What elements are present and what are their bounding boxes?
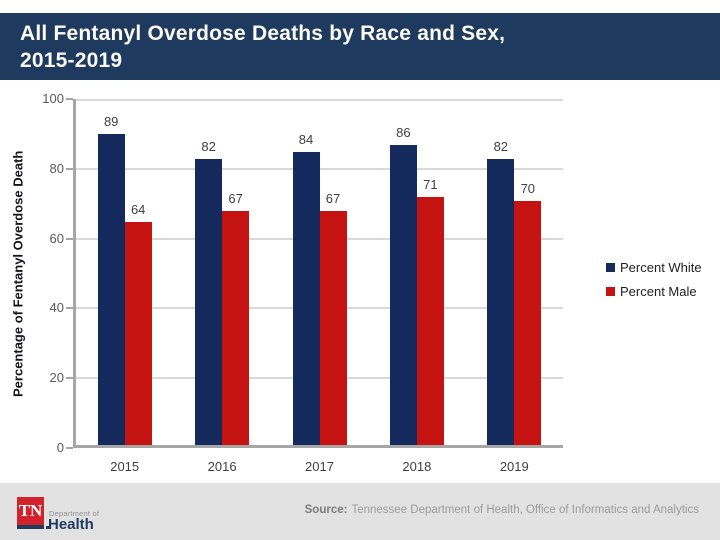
tn-logo-abbr: TN xyxy=(18,501,43,520)
bar-percent-white-2015 xyxy=(97,134,125,445)
x-axis-label-2018: 2018 xyxy=(402,459,432,474)
y-axis-tick-100 xyxy=(66,98,73,100)
bar-percent-white-2017 xyxy=(292,151,320,445)
x-axis-label-2015: 2015 xyxy=(110,459,140,474)
y-axis-tick-label-0: 0 xyxy=(56,440,64,455)
y-axis-title: Percentage of Fentanyl Overdose Death xyxy=(10,150,26,397)
y-axis-tick-label-20: 20 xyxy=(49,370,64,386)
legend-item-percent-white: Percent White xyxy=(606,260,702,275)
bar-percent-white-2019 xyxy=(487,158,515,445)
y-axis-tick-0 xyxy=(66,447,73,449)
tn-logo-dot xyxy=(46,526,49,529)
y-axis-tick-label-40: 40 xyxy=(49,300,64,316)
y-axis-tick-40 xyxy=(66,307,73,310)
y-axis-tick-label-80: 80 xyxy=(49,160,64,176)
x-axis-label-2016: 2016 xyxy=(207,459,237,474)
logo-department-of-text: Department of xyxy=(49,509,100,518)
bar-value-label: 67 xyxy=(325,191,341,207)
legend: Percent White Percent Male xyxy=(606,260,702,299)
bar-percent-white-2018 xyxy=(389,144,417,445)
y-axis-tick-80 xyxy=(66,167,73,170)
bar-value-label: 82 xyxy=(493,138,509,154)
bar-value-label: 71 xyxy=(423,177,438,193)
bar-value-label: 86 xyxy=(396,124,411,140)
source-text: Source: Tennessee Department of Health, O… xyxy=(305,504,699,516)
bar-percent-male-2016 xyxy=(222,211,250,445)
bar-percent-male-2015 xyxy=(124,221,152,445)
legend-swatch-percent-white xyxy=(606,263,615,272)
legend-item-percent-male: Percent Male xyxy=(606,284,702,299)
source-body: Tennessee Department of Health, Office o… xyxy=(351,504,699,516)
legend-label-percent-male: Percent Male xyxy=(620,284,697,299)
bar-value-label: 67 xyxy=(228,191,243,207)
title-bar: All Fentanyl Overdose Deaths by Race and… xyxy=(0,13,720,80)
chart-area: Percentage of Fentanyl Overdose Death 89… xyxy=(0,80,720,483)
bar-value-label: 82 xyxy=(201,138,216,154)
slide-title-line2: 2015-2019 xyxy=(20,48,123,72)
bar-percent-male-2019 xyxy=(514,200,542,445)
bar-percent-male-2018 xyxy=(416,197,444,445)
source-label: Source: xyxy=(304,504,348,516)
y-axis-tick-20 xyxy=(66,377,73,380)
logo-health-text: Health xyxy=(48,516,94,533)
bar-percent-male-2017 xyxy=(319,211,347,445)
gridline-80 xyxy=(76,167,563,170)
slide-title-line1: All Fentanyl Overdose Deaths by Race and… xyxy=(20,21,506,45)
legend-swatch-percent-male xyxy=(606,287,615,296)
bar-value-label: 70 xyxy=(520,180,536,196)
bar-value-label: 64 xyxy=(130,201,146,217)
bar-percent-white-2016 xyxy=(195,158,223,445)
legend-label-percent-white: Percent White xyxy=(620,260,702,275)
tn-logo-underline xyxy=(17,525,44,529)
gridline-100 xyxy=(76,99,563,101)
y-axis-tick-label-100: 100 xyxy=(42,91,64,106)
bar-value-label: 84 xyxy=(298,131,314,147)
x-axis-label-2019: 2019 xyxy=(499,459,529,474)
plot-area: 89 64 82 67 84 67 86 71 82 70 xyxy=(73,99,563,448)
footer: TN Department of Health Source: Tennessee… xyxy=(0,483,720,540)
tn-logo: TN xyxy=(17,497,44,525)
bar-value-label: 89 xyxy=(103,114,119,130)
x-axis-label-2017: 2017 xyxy=(305,459,334,474)
y-axis-tick-label-60: 60 xyxy=(49,230,64,246)
y-axis-tick-60 xyxy=(66,237,73,240)
